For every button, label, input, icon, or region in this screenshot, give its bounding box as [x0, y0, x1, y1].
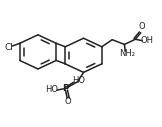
Text: P: P: [62, 84, 69, 93]
Text: HO: HO: [45, 85, 58, 94]
Text: NH₂: NH₂: [119, 49, 135, 58]
Text: O: O: [138, 22, 145, 31]
Text: OH: OH: [140, 36, 153, 45]
Text: O: O: [65, 97, 71, 106]
Text: Cl: Cl: [4, 43, 13, 52]
Text: HO: HO: [72, 76, 85, 85]
